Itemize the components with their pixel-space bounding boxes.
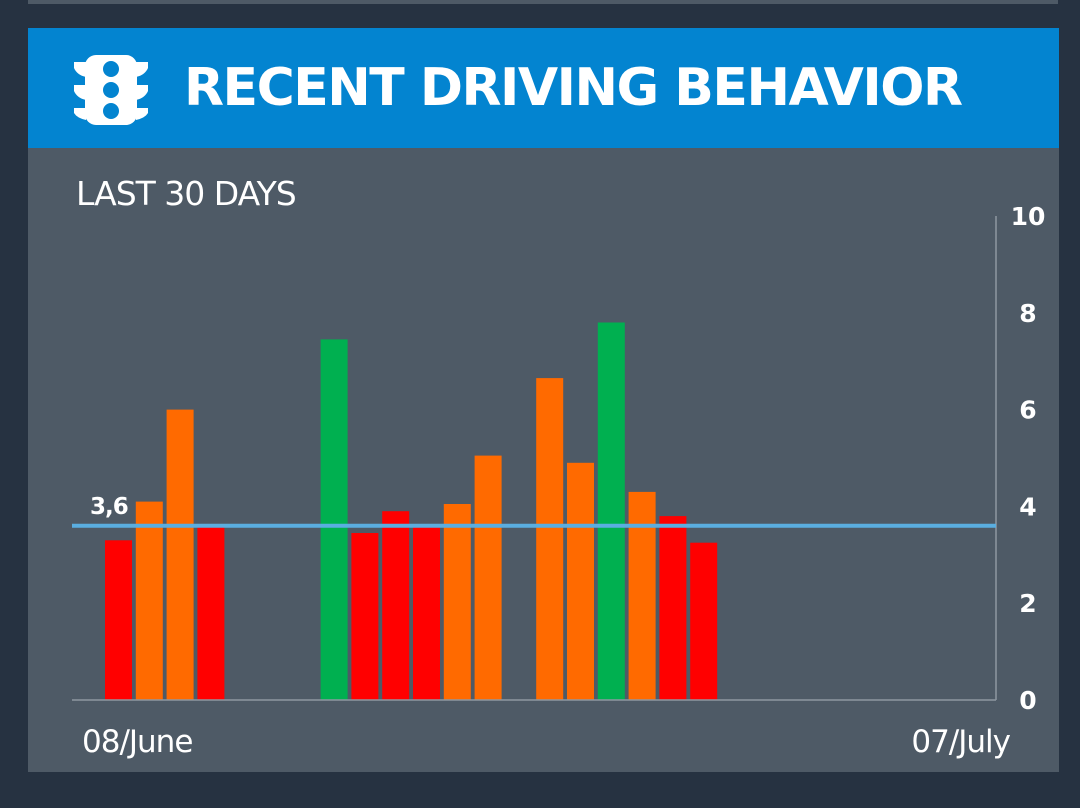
y-tick-label-4: 4 bbox=[1019, 492, 1036, 521]
bar-day-18 bbox=[628, 491, 656, 700]
bar-day-13 bbox=[474, 455, 502, 700]
chart-subtitle: LAST 30 DAYS bbox=[76, 174, 297, 213]
bar-day-10 bbox=[382, 511, 410, 700]
x-end-label: 07/July bbox=[911, 724, 1010, 760]
card-title: RECENT DRIVING BEHAVIOR bbox=[184, 58, 963, 118]
y-tick-label-6: 6 bbox=[1019, 396, 1036, 425]
bar-day-11 bbox=[413, 525, 440, 700]
bar-day-20 bbox=[690, 542, 718, 700]
bar-day-16 bbox=[567, 462, 594, 700]
bar-day-2 bbox=[135, 501, 163, 700]
card-header: RECENT DRIVING BEHAVIOR bbox=[28, 28, 1059, 148]
bar-day-1 bbox=[105, 540, 132, 700]
previous-card-edge bbox=[28, 0, 1058, 4]
y-tick-labels: 0 2 4 6 8 10 bbox=[1011, 202, 1046, 715]
bar-day-15 bbox=[536, 378, 564, 700]
driving-behavior-card: RECENT DRIVING BEHAVIOR LAST 30 DAYS 0 2 4… bbox=[28, 28, 1059, 772]
y-tick-label-0: 0 bbox=[1019, 686, 1036, 715]
driving-score-chart: 0 2 4 6 8 10 3,6 08/June 07/July bbox=[72, 202, 1046, 760]
bar-day-19 bbox=[659, 516, 687, 700]
average-label: 3,6 bbox=[90, 494, 128, 520]
bar-day-3 bbox=[166, 409, 194, 700]
bar-day-17 bbox=[597, 322, 625, 700]
y-tick-label-8: 8 bbox=[1019, 299, 1036, 328]
bar-day-4 bbox=[197, 525, 225, 700]
y-tick-label-10: 10 bbox=[1011, 202, 1046, 231]
x-start-label: 08/June bbox=[82, 724, 192, 760]
bar-day-8 bbox=[320, 339, 348, 700]
y-tick-label-2: 2 bbox=[1019, 589, 1036, 618]
bar-day-9 bbox=[351, 533, 379, 700]
bar-day-12 bbox=[443, 504, 471, 700]
traffic-light-icon bbox=[74, 55, 148, 125]
bars-layer bbox=[105, 322, 718, 700]
